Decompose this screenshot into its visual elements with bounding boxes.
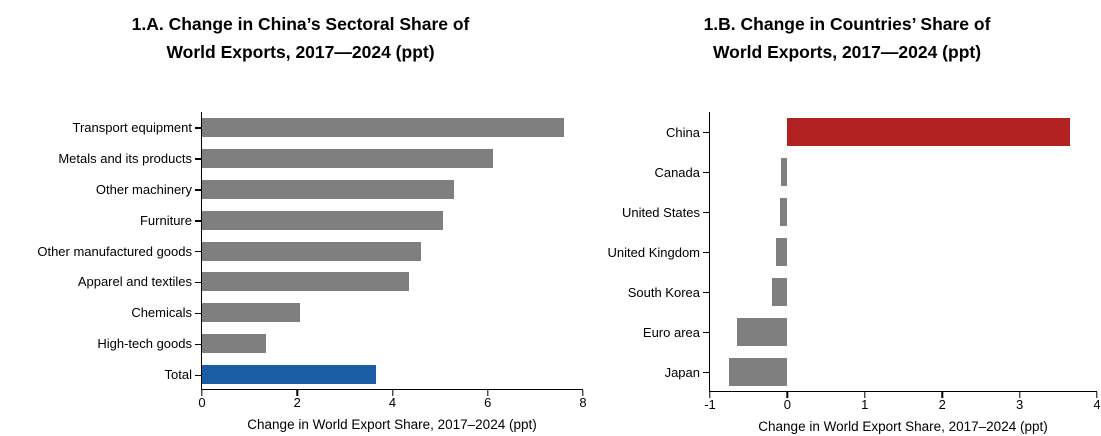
bar-chemicals bbox=[202, 303, 300, 323]
x-tick bbox=[864, 392, 866, 398]
y-tick bbox=[703, 372, 710, 374]
x-tick-label: -1 bbox=[704, 397, 716, 412]
bar-other-manufactured-goods bbox=[202, 241, 422, 261]
bar-furniture bbox=[202, 210, 443, 230]
category-label-total: Total bbox=[164, 367, 192, 383]
bar-chart-1a: Transport equipment Metals and its produc… bbox=[18, 112, 587, 410]
y-tick bbox=[195, 220, 202, 222]
x-tick-label: 1 bbox=[861, 397, 869, 412]
x-tick-label: 4 bbox=[1093, 397, 1101, 412]
bar-transport-equipment bbox=[202, 117, 564, 137]
chart-title-1b-line1: 1.B. Change in Countries’ Share of bbox=[703, 14, 991, 34]
x-tick bbox=[786, 392, 789, 398]
x-tick bbox=[1018, 392, 1021, 398]
plot-area-1b: -1 0 1 2 3 4 bbox=[703, 112, 1101, 412]
figure-1b: 1.B. Change in Countries’ Share of World… bbox=[597, 10, 1101, 434]
category-label-other-manufactured-goods: Other manufactured goods bbox=[37, 243, 192, 259]
category-label-chemicals: Chemicals bbox=[131, 305, 192, 321]
y-tick bbox=[195, 312, 202, 315]
chart-title-1a-line2: World Exports, 2017—2024 (ppt) bbox=[166, 42, 435, 62]
bar-south-korea bbox=[771, 278, 788, 306]
bar-japan bbox=[729, 358, 788, 386]
category-label-other-machinery: Other machinery bbox=[95, 181, 192, 197]
bar-united-kingdom bbox=[775, 238, 788, 266]
x-axis-title-row-1a: Change in World Export Share, 2017–2024 … bbox=[18, 417, 583, 432]
x-axis-title-1b: Change in World Export Share, 2017–2024 … bbox=[758, 419, 1048, 434]
y-tick bbox=[703, 332, 710, 334]
chart-title-1a: 1.A. Change in China’s Sectoral Share of… bbox=[18, 10, 583, 66]
bar-metals-and-its-products bbox=[202, 148, 493, 168]
x-tick bbox=[582, 390, 584, 396]
y-tick bbox=[195, 374, 202, 377]
x-axis-title-row-1b: Change in World Export Share, 2017–2024 … bbox=[597, 419, 1097, 434]
category-label-united-states: United States bbox=[621, 204, 700, 220]
chart-title-1b-line2: World Exports, 2017—2024 (ppt) bbox=[712, 42, 982, 62]
bar-other-machinery bbox=[202, 179, 455, 199]
category-label-south-korea: South Korea bbox=[627, 284, 700, 300]
bar-united-states bbox=[779, 198, 788, 226]
x-tick-label: 3 bbox=[1015, 397, 1024, 412]
bar-china bbox=[787, 118, 1070, 146]
bar-total bbox=[202, 365, 376, 385]
x-tick-label: 0 bbox=[783, 397, 792, 412]
figure-1a: 1.A. Change in China’s Sectoral Share of… bbox=[0, 10, 587, 432]
bar-canada bbox=[781, 158, 788, 186]
x-tick-label: 2 bbox=[938, 397, 946, 412]
x-tick bbox=[487, 390, 489, 396]
x-axis-spacer bbox=[597, 419, 709, 434]
x-tick bbox=[1096, 392, 1098, 398]
category-label-united-kingdom: United Kingdom bbox=[607, 244, 701, 260]
x-tick-label: 6 bbox=[484, 395, 492, 410]
x-axis-title-1a: Change in World Export Share, 2017–2024 … bbox=[247, 417, 537, 433]
x-tick-label: 2 bbox=[293, 395, 301, 410]
category-label-high-tech-goods: High-tech goods bbox=[97, 336, 192, 352]
x-axis-spacer bbox=[18, 417, 201, 432]
x-tick bbox=[296, 390, 298, 396]
bar-chart-1b: China Canada United States United Kingdom So… bbox=[597, 112, 1101, 412]
category-label-furniture: Furniture bbox=[139, 212, 192, 228]
y-tick bbox=[195, 281, 202, 284]
y-tick bbox=[703, 212, 710, 214]
x-tick bbox=[201, 390, 203, 396]
y-tick bbox=[195, 343, 202, 346]
x-tick-label: 4 bbox=[388, 395, 397, 410]
y-tick bbox=[195, 189, 202, 191]
category-label-canada: Canada bbox=[654, 164, 700, 180]
x-tick bbox=[709, 392, 711, 398]
y-tick bbox=[703, 172, 710, 174]
plot-area-1a: 0 2 4 6 8 bbox=[195, 112, 587, 410]
category-label-metals-and-its-products: Metals and its products bbox=[58, 150, 192, 166]
y-tick bbox=[703, 292, 710, 294]
bar-euro-area bbox=[737, 318, 788, 346]
category-label-japan: Japan bbox=[664, 364, 700, 380]
bar-apparel-and-textiles bbox=[202, 272, 410, 292]
y-tick bbox=[195, 251, 202, 253]
x-tick-label: 8 bbox=[579, 395, 587, 410]
chart-title-1a-line1: 1.A. Change in China’s Sectoral Share of bbox=[131, 14, 470, 34]
category-label-transport-equipment: Transport equipment bbox=[72, 119, 192, 135]
y-tick bbox=[195, 127, 202, 129]
x-tick bbox=[391, 390, 394, 396]
chart-title-1b: 1.B. Change in Countries’ Share of World… bbox=[597, 10, 1097, 66]
category-axis-1a: Transport equipment Metals and its produc… bbox=[18, 112, 201, 390]
y-tick bbox=[703, 132, 710, 134]
x-tick-label: 0 bbox=[198, 395, 206, 410]
category-label-china: China bbox=[666, 124, 700, 140]
bar-high-tech-goods bbox=[202, 334, 267, 354]
category-label-apparel-and-textiles: Apparel and textiles bbox=[77, 274, 192, 290]
category-label-euro-area: Euro area bbox=[642, 324, 700, 340]
x-tick bbox=[941, 392, 943, 398]
y-tick bbox=[195, 158, 202, 160]
y-tick bbox=[703, 252, 710, 254]
category-axis-1b: China Canada United States United Kingdom So… bbox=[597, 112, 709, 392]
